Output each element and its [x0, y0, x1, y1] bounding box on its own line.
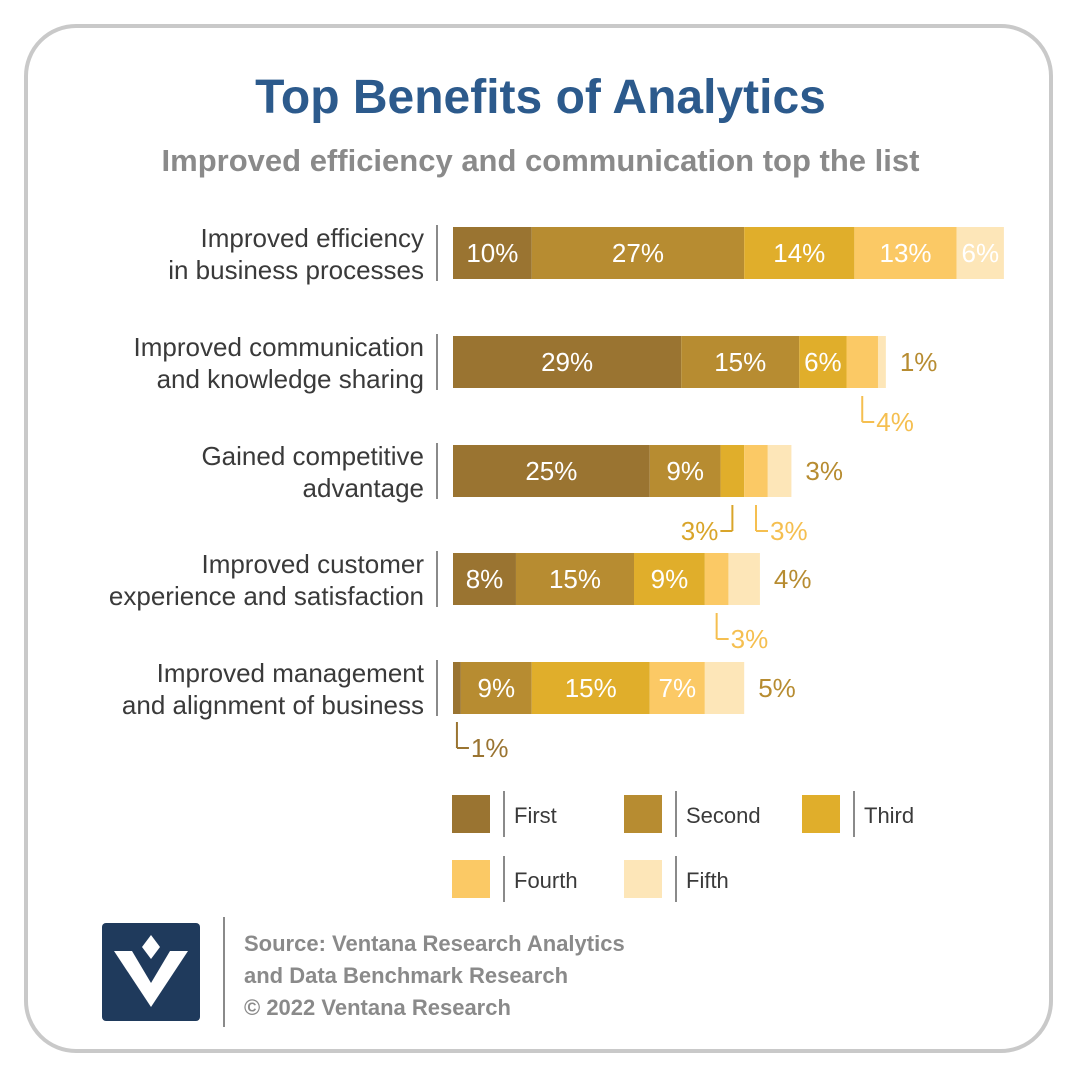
bar-segment: [453, 227, 532, 279]
bar-segment: [704, 553, 729, 605]
bar-segment: [453, 336, 682, 388]
bar-segment: [877, 336, 886, 388]
bar-segment: [854, 227, 957, 279]
data-label: 15%: [565, 673, 617, 703]
data-label: 9%: [477, 673, 515, 703]
data-label: 13%: [880, 238, 932, 268]
data-label: 1%: [471, 733, 509, 763]
bar-segment: [799, 336, 847, 388]
category-label: Improved management: [157, 658, 425, 688]
data-label: 7%: [659, 673, 697, 703]
data-label: 3%: [681, 516, 719, 546]
legend-swatch: [452, 795, 490, 833]
bar-segment: [956, 227, 1004, 279]
legend-swatch: [802, 795, 840, 833]
data-label: 9%: [651, 564, 689, 594]
data-label: 3%: [731, 624, 769, 654]
source-divider: [223, 917, 225, 1027]
category-label: Improved customer: [201, 549, 424, 579]
data-label: 4%: [876, 407, 914, 437]
category-label: and knowledge sharing: [157, 364, 424, 394]
source-line-2: and Data Benchmark Research: [244, 963, 569, 988]
data-label: 3%: [805, 456, 843, 486]
data-label: 8%: [466, 564, 504, 594]
legend-swatch: [452, 860, 490, 898]
data-label: 14%: [773, 238, 825, 268]
chart-subtitle: Improved efficiency and communication to…: [161, 143, 920, 178]
bar-segment: [453, 553, 516, 605]
data-label: 3%: [770, 516, 808, 546]
source-line-3: © 2022 Ventana Research: [244, 995, 511, 1020]
category-label: and alignment of business: [122, 690, 424, 720]
bar-segment: [453, 662, 461, 714]
bar-segment: [649, 662, 705, 714]
legend-swatch: [624, 795, 662, 833]
data-label: 6%: [962, 238, 1000, 268]
bar-segment: [744, 445, 768, 497]
category-label: advantage: [303, 473, 424, 503]
bar-segment: [460, 662, 532, 714]
legend-label: Third: [864, 803, 914, 828]
bar-segment: [728, 553, 760, 605]
legend-swatch: [624, 860, 662, 898]
bar-segment: [681, 336, 800, 388]
bar-segment: [767, 445, 792, 497]
bar-segment: [744, 227, 855, 279]
legend-label: Fourth: [514, 868, 578, 893]
data-label: 6%: [804, 347, 842, 377]
data-label: 29%: [541, 347, 593, 377]
source-note: Source: Ventana Research Analytics and D…: [244, 928, 625, 1024]
data-label: 9%: [666, 456, 704, 486]
legend-label: Second: [686, 803, 761, 828]
legend-label: First: [514, 803, 557, 828]
bar-segment: [634, 553, 705, 605]
bar-segment: [531, 662, 650, 714]
bar-segment: [720, 445, 745, 497]
data-label: 10%: [466, 238, 518, 268]
category-label: Improved communication: [134, 332, 424, 362]
ventana-logo-icon: [102, 923, 200, 1021]
source-line-1: Source: Ventana Research Analytics: [244, 931, 625, 956]
category-label: Improved efficiency: [200, 223, 424, 253]
data-label: 25%: [525, 456, 577, 486]
data-label: 15%: [549, 564, 601, 594]
data-label: 5%: [758, 673, 796, 703]
chart-card: [24, 24, 1053, 1053]
data-label: 15%: [714, 347, 766, 377]
category-label: experience and satisfaction: [109, 581, 424, 611]
category-label: in business processes: [168, 255, 424, 285]
data-label: 4%: [774, 564, 812, 594]
bar-segment: [453, 445, 650, 497]
data-label: 27%: [612, 238, 664, 268]
chart-title: Top Benefits of Analytics: [255, 71, 826, 124]
bar-segment: [531, 227, 745, 279]
data-label: 1%: [900, 347, 938, 377]
bar-segment: [649, 445, 721, 497]
bar-segment: [515, 553, 635, 605]
legend-label: Fifth: [686, 868, 729, 893]
category-label: Gained competitive: [201, 441, 424, 471]
bar-segment: [846, 336, 878, 388]
bar-segment: [704, 662, 745, 714]
